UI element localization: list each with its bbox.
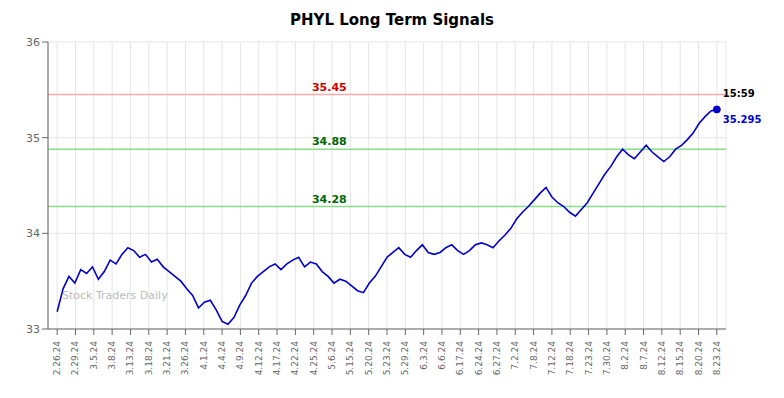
svg-text:33: 33: [26, 323, 40, 336]
svg-text:34.88: 34.88: [312, 135, 347, 148]
svg-text:4.25.24: 4.25.24: [309, 341, 319, 376]
svg-text:35.295: 35.295: [723, 114, 762, 125]
svg-text:3.13.24: 3.13.24: [125, 341, 135, 376]
svg-text:4.12.24: 4.12.24: [254, 341, 264, 376]
svg-text:6.24.24: 6.24.24: [474, 341, 484, 376]
svg-text:7.2.24: 7.2.24: [510, 341, 520, 370]
svg-text:6.3.24: 6.3.24: [419, 341, 429, 370]
svg-text:4.9.24: 4.9.24: [235, 341, 245, 370]
svg-text:8.23.24: 8.23.24: [712, 341, 722, 376]
svg-text:8.20.24: 8.20.24: [694, 341, 704, 376]
svg-text:3.5.24: 3.5.24: [89, 341, 99, 370]
svg-text:5.23.24: 5.23.24: [382, 341, 392, 376]
svg-text:5.15.24: 5.15.24: [345, 341, 355, 376]
svg-text:7.8.24: 7.8.24: [529, 341, 539, 370]
svg-text:7.12.24: 7.12.24: [547, 341, 557, 376]
svg-text:4.22.24: 4.22.24: [290, 341, 300, 376]
svg-text:35.45: 35.45: [312, 81, 347, 94]
svg-text:7.23.24: 7.23.24: [584, 341, 594, 376]
svg-text:8.15.24: 8.15.24: [675, 341, 685, 376]
svg-text:5.20.24: 5.20.24: [364, 341, 374, 376]
svg-text:7.18.24: 7.18.24: [565, 341, 575, 376]
svg-text:6.6.24: 6.6.24: [437, 341, 447, 370]
svg-text:6.17.24: 6.17.24: [455, 341, 465, 376]
svg-text:34: 34: [26, 227, 40, 240]
svg-text:4.4.24: 4.4.24: [217, 341, 227, 370]
svg-text:34.28: 34.28: [312, 193, 347, 206]
svg-text:15:59: 15:59: [723, 88, 755, 99]
svg-text:8.12.24: 8.12.24: [657, 341, 667, 376]
svg-text:6.27.24: 6.27.24: [492, 341, 502, 376]
svg-text:Stock Traders Daily: Stock Traders Daily: [62, 289, 168, 302]
svg-text:7.30.24: 7.30.24: [602, 341, 612, 376]
svg-text:3.18.24: 3.18.24: [144, 341, 154, 376]
svg-text:4.1.24: 4.1.24: [199, 341, 209, 370]
svg-text:4.17.24: 4.17.24: [272, 341, 282, 376]
svg-text:3.26.24: 3.26.24: [180, 341, 190, 376]
html-text:PHYL Long Term Signals: PHYL Long Term Signals: [290, 11, 494, 29]
svg-text:35: 35: [26, 132, 40, 145]
svg-text:36: 36: [26, 36, 40, 49]
svg-text:2.29.24: 2.29.24: [70, 341, 80, 376]
svg-text:3.8.24: 3.8.24: [107, 341, 117, 370]
svg-text:5.6.24: 5.6.24: [327, 341, 337, 370]
svg-text:8.7.24: 8.7.24: [639, 341, 649, 370]
svg-text:3.21.24: 3.21.24: [162, 341, 172, 376]
svg-text:2.26.24: 2.26.24: [52, 341, 62, 376]
svg-text:8.2.24: 8.2.24: [620, 341, 630, 370]
svg-text:5.29.24: 5.29.24: [400, 341, 410, 376]
